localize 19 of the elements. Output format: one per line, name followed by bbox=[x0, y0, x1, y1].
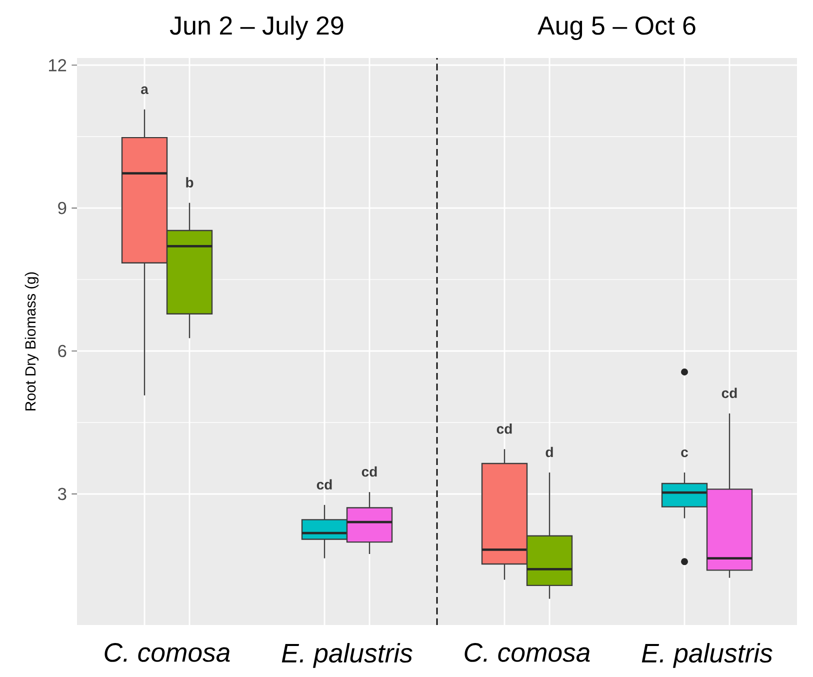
x-tick-label: C. comosa bbox=[104, 643, 230, 662]
annotation: cd bbox=[496, 424, 512, 434]
annotation: b bbox=[186, 177, 194, 188]
y-axis-title: Root Dry Biomass (g) bbox=[24, 272, 39, 410]
annotation: d bbox=[546, 446, 553, 458]
annotation: c bbox=[681, 449, 688, 458]
y-tick-label: 12 bbox=[49, 59, 66, 72]
x-tick-label: E. palustris bbox=[282, 643, 412, 668]
chart-title: Aug 5 – Oct 6 bbox=[538, 16, 696, 40]
y-tick-label: 3 bbox=[58, 488, 66, 500]
annotation: cd bbox=[316, 479, 332, 490]
chart-title: Jun 2 – July 29 bbox=[170, 16, 344, 40]
annotation: cd bbox=[722, 388, 737, 398]
x-tick-label: C. comosa bbox=[464, 643, 590, 662]
y-tick-label: 6 bbox=[58, 344, 66, 358]
x-tick-label: E. palustris bbox=[642, 643, 772, 668]
annotation: a bbox=[141, 86, 148, 94]
y-tick-label: 9 bbox=[58, 202, 66, 214]
annotation: cd bbox=[362, 466, 377, 477]
